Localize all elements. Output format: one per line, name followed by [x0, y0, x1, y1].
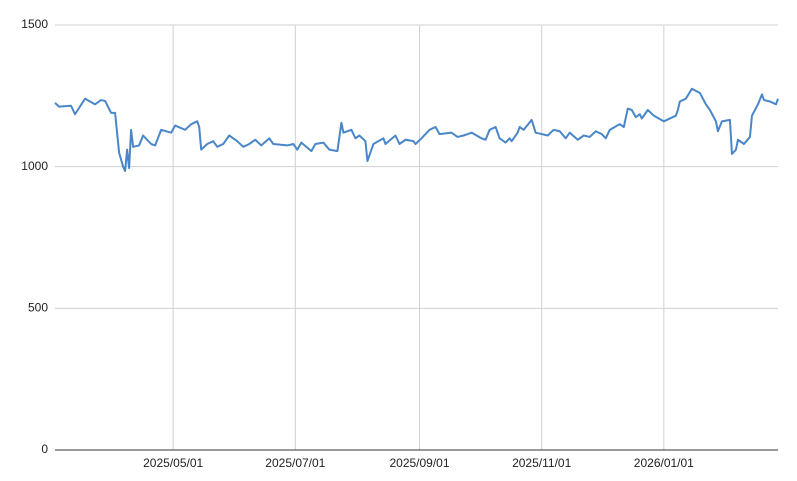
x-tick-label: 2025/07/01	[265, 456, 325, 470]
y-tick-label: 500	[28, 301, 48, 315]
line-series	[54, 87, 779, 172]
y-tick-label: 1500	[21, 17, 48, 31]
x-tick-label: 2025/05/01	[143, 456, 203, 470]
y-tick-label: 1000	[21, 159, 48, 173]
x-tick-label: 2025/09/01	[389, 456, 449, 470]
y-tick-label: 0	[41, 442, 48, 456]
x-tick-label: 2026/01/01	[634, 456, 694, 470]
x-tick-label: 2025/11/01	[512, 456, 571, 470]
